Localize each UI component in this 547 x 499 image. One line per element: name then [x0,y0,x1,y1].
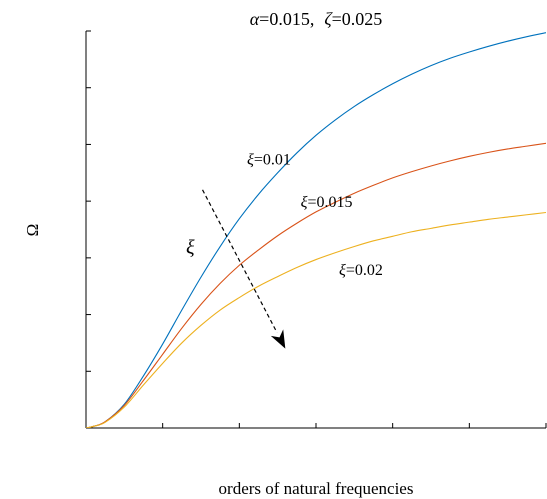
chart-title: α=0.015, ζ=0.025 [250,9,383,29]
series-group [86,32,546,428]
x-axis-label: orders of natural frequencies [219,479,414,498]
label-xi-001-symbol: ξ [247,151,254,168]
series-line-1 [86,142,546,428]
label-xi-0015-value: =0.015 [308,194,353,211]
xi-arrow: ξ [186,189,286,349]
arrow-head [270,329,286,349]
title-zeta-value: =0.025 [332,9,383,29]
y-ticks [86,30,91,429]
series-line-2 [86,211,546,428]
label-xi-001-value: =0.01 [254,151,291,168]
arrow-label: ξ [186,236,195,258]
y-axis-label: Ω [23,224,42,237]
label-xi-002-symbol: ξ [339,262,346,279]
axes [85,30,547,429]
label-xi-002: ξ=0.02 [339,262,383,279]
title-alpha-symbol: α [250,9,260,29]
series-line-0 [86,32,546,428]
label-xi-0015-symbol: ξ [301,194,308,211]
title-alpha-value: =0.015, [259,9,314,29]
label-xi-0015: ξ=0.015 [301,194,353,211]
label-xi-001: ξ=0.01 [247,151,291,168]
x-ticks [85,423,547,428]
label-xi-002-value: =0.02 [346,262,383,279]
arrow-shaft [202,189,278,333]
title-zeta-symbol: ζ [324,9,333,29]
